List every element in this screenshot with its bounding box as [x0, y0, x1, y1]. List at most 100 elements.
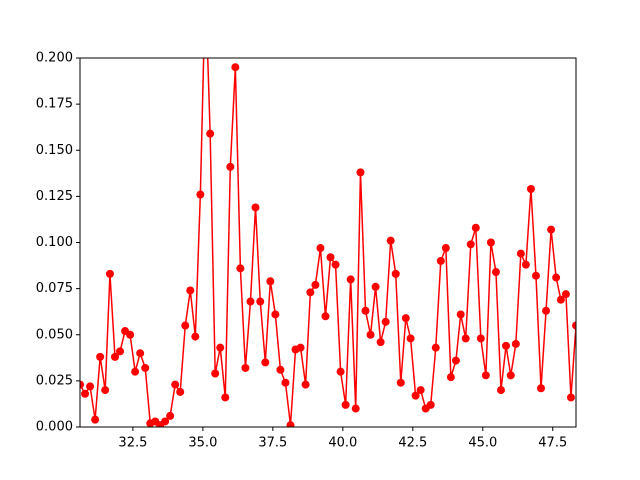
- data-point: [381, 317, 390, 326]
- data-point: [537, 384, 546, 393]
- data-point: [91, 415, 100, 424]
- data-point: [316, 244, 325, 253]
- data-point: [561, 290, 570, 299]
- data-point: [572, 321, 576, 330]
- data-point: [136, 349, 145, 358]
- data-point: [471, 223, 480, 232]
- data-point: [86, 382, 95, 391]
- data-point: [411, 391, 420, 400]
- y-tick-label: 0.125: [36, 189, 73, 204]
- data-point: [552, 273, 561, 282]
- y-tick-label: 0.000: [36, 420, 73, 435]
- data-point: [456, 310, 465, 319]
- data-point: [351, 404, 360, 413]
- data-point: [311, 280, 320, 289]
- data-point: [105, 269, 114, 278]
- data-point: [171, 380, 180, 389]
- x-tick-label: 37.5: [258, 436, 287, 451]
- y-tick-label: 0.025: [36, 373, 73, 388]
- data-point: [176, 387, 185, 396]
- data-point: [496, 386, 505, 395]
- data-point: [101, 386, 110, 395]
- data-point: [426, 400, 435, 409]
- data-point: [441, 244, 450, 253]
- x-tick-label: 35.0: [188, 436, 217, 451]
- data-point: [516, 249, 525, 258]
- data-point: [371, 282, 380, 291]
- data-point: [506, 371, 515, 380]
- y-tick-label: 0.200: [36, 51, 73, 66]
- data-point: [466, 240, 475, 249]
- data-point: [531, 271, 540, 280]
- data-point: [296, 343, 305, 352]
- data-point: [231, 63, 240, 72]
- data-point: [326, 253, 335, 262]
- data-point: [110, 352, 119, 361]
- data-point: [416, 386, 425, 395]
- data-point: [196, 190, 205, 199]
- data-point: [256, 297, 265, 306]
- data-point: [251, 203, 260, 212]
- data-point: [566, 393, 575, 402]
- data-point: [161, 417, 170, 426]
- data-point: [401, 314, 410, 323]
- data-point: [346, 275, 355, 284]
- data-point: [461, 334, 470, 343]
- data-point: [306, 288, 315, 297]
- data-point: [181, 321, 190, 330]
- data-point: [271, 310, 280, 319]
- y-tick-label: 0.175: [36, 97, 73, 112]
- data-point: [502, 341, 511, 350]
- data-point: [376, 338, 385, 347]
- data-point: [356, 168, 365, 177]
- data-point: [96, 352, 105, 361]
- data-point: [246, 297, 255, 306]
- data-point: [206, 129, 215, 138]
- data-point: [396, 378, 405, 387]
- data-point: [81, 389, 90, 398]
- data-point: [341, 400, 350, 409]
- data-point: [491, 268, 500, 277]
- data-point: [211, 369, 220, 378]
- data-point: [126, 330, 135, 339]
- data-point: [226, 162, 235, 171]
- data-point: [431, 343, 440, 352]
- data-point: [166, 411, 175, 420]
- data-point: [331, 260, 340, 269]
- data-point: [547, 225, 556, 234]
- data-point: [116, 347, 125, 356]
- data-point: [446, 373, 455, 382]
- data-point: [486, 238, 495, 247]
- x-tick-label: 45.0: [468, 436, 497, 451]
- data-point: [526, 184, 535, 193]
- data-point: [436, 256, 445, 265]
- x-tick-label: 40.0: [328, 436, 357, 451]
- data-point: [476, 334, 485, 343]
- y-tick-label: 0.050: [36, 327, 73, 342]
- data-point: [261, 358, 270, 367]
- data-point: [216, 343, 225, 352]
- y-tick-label: 0.075: [36, 281, 73, 296]
- data-point: [481, 371, 490, 380]
- data-point: [321, 312, 330, 321]
- data-point: [266, 277, 275, 286]
- data-point: [276, 365, 285, 374]
- data-point: [281, 378, 290, 387]
- data-point: [366, 330, 375, 339]
- data-point: [301, 380, 310, 389]
- data-point: [336, 367, 345, 376]
- data-point: [191, 332, 200, 341]
- data-point: [286, 421, 295, 427]
- x-tick-label: 42.5: [398, 436, 427, 451]
- plot-area: [80, 58, 576, 427]
- data-point: [521, 260, 530, 269]
- x-tick-label: 47.5: [538, 436, 567, 451]
- data-point: [511, 339, 520, 348]
- y-tick-label: 0.150: [36, 143, 73, 158]
- data-point: [386, 236, 395, 245]
- data-point: [542, 306, 551, 315]
- data-point: [141, 363, 150, 372]
- data-point: [186, 286, 195, 295]
- data-point: [361, 306, 370, 315]
